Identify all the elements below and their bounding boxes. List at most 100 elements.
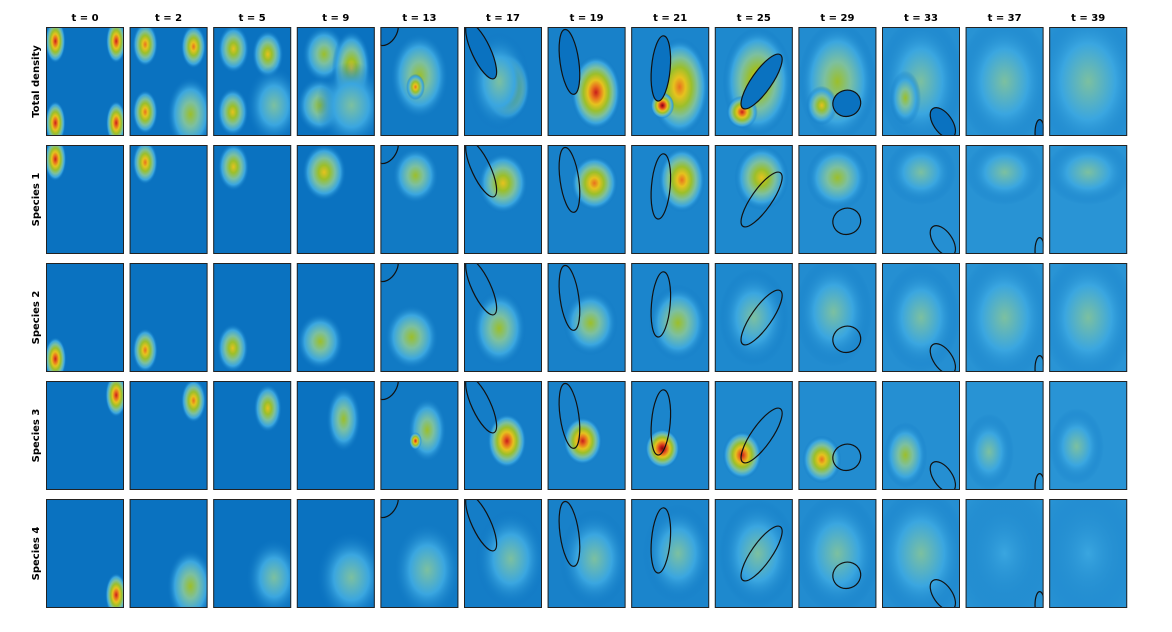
panel-r2-c1 (129, 263, 208, 372)
obstacle-ellipse (1034, 119, 1044, 136)
panel-r2-c2 (213, 263, 292, 372)
panel-frame (213, 145, 292, 254)
obstacle-ellipse (558, 28, 581, 95)
panel-r3-c5 (464, 381, 542, 490)
panel-r1-c0 (46, 145, 124, 254)
panel-frame (464, 27, 542, 136)
density-blob (965, 145, 1044, 205)
panel-frame (547, 27, 626, 136)
obstacle-ellipse (465, 263, 498, 316)
panel-r0-c10 (882, 27, 960, 136)
panel-r3-c7 (631, 381, 710, 490)
density-blob (384, 304, 439, 370)
density-blob (806, 145, 869, 211)
obstacle-ellipse (380, 381, 399, 401)
obstacle-ellipse (832, 89, 862, 118)
obstacle-ellipse (650, 507, 672, 574)
density-blob (392, 520, 459, 608)
column-title-4: t = 13 (402, 13, 436, 24)
panel-frame (882, 381, 960, 490)
density-blob (885, 145, 957, 205)
panel-frame (296, 499, 375, 608)
density-blob (642, 504, 710, 603)
panel-frame (1049, 381, 1128, 490)
panel-r0-c5 (464, 27, 542, 136)
panel-r1-c4 (380, 145, 459, 254)
obstacle-ellipse (740, 289, 783, 346)
density-blob (1049, 145, 1128, 205)
density-blob (326, 386, 361, 452)
panel-r3-c1 (129, 381, 208, 490)
density-blob (181, 381, 207, 423)
obstacle-ellipse (740, 407, 783, 464)
panel-frame (547, 381, 626, 490)
panel-frame (213, 499, 292, 608)
panel-r1-c10 (882, 145, 960, 254)
panel-r3-c11 (965, 381, 1044, 490)
panel-r0-c9 (798, 27, 877, 136)
panel-frame (46, 145, 124, 254)
obstacle-ellipse (929, 225, 957, 254)
density-blob (167, 77, 208, 136)
panel-frame (213, 381, 292, 490)
density-blob (734, 145, 789, 211)
obstacle-ellipse (558, 382, 581, 449)
density-blob (407, 397, 447, 463)
panel-r3-c4 (380, 381, 459, 490)
density-blob (798, 27, 877, 136)
panel-r1-c11 (965, 145, 1044, 254)
column-title-9: t = 29 (820, 13, 854, 24)
panel-r2-c12 (1049, 263, 1128, 372)
row-title-0: Total density (31, 45, 42, 118)
column-titles: t = 0 t = 2 t = 5 t = 9 t = 13 t = 17 t = 19 t … (71, 13, 1105, 24)
density-blob (487, 413, 527, 469)
panel-r2-c10 (882, 263, 960, 372)
obstacle-ellipse (832, 325, 862, 354)
density-blob (648, 284, 708, 362)
panel-r1-c12 (1049, 145, 1128, 254)
density-blob (718, 268, 789, 367)
panel-r4-c2 (213, 499, 292, 608)
density-blob (302, 145, 346, 201)
density-blob (1049, 27, 1128, 136)
panel-r4-c6 (547, 499, 626, 608)
density-blob (392, 147, 439, 204)
row-title-1: Species 1 (31, 173, 42, 227)
column-title-11: t = 37 (988, 13, 1022, 24)
panel-frame (129, 145, 208, 254)
panel-r0-c0 (46, 27, 124, 136)
column-title-5: t = 17 (486, 13, 520, 24)
obstacle-ellipse (740, 171, 783, 228)
panel-frame (380, 145, 459, 254)
density-blob (105, 381, 124, 417)
panel-r4-c12 (1049, 499, 1128, 608)
column-title-0: t = 0 (71, 13, 98, 24)
density-blob (559, 509, 626, 608)
panel-r4-c8 (714, 499, 793, 608)
panel-frame (714, 499, 793, 608)
density-blob (471, 290, 527, 367)
obstacle-ellipse (1034, 473, 1044, 490)
density-blob (106, 101, 124, 136)
panel-r4-c0 (46, 499, 124, 608)
panel-r1-c9 (798, 145, 877, 254)
panel-r1-c2 (213, 145, 292, 254)
panel-r1-c6 (547, 145, 626, 254)
obstacle-ellipse (650, 271, 672, 338)
density-blob (217, 88, 249, 136)
panel-r0-c4 (380, 27, 459, 136)
density-blob (965, 263, 1044, 372)
panel-frame (965, 499, 1044, 608)
obstacle-ellipse (465, 381, 498, 434)
panel-frame (380, 499, 459, 608)
density-blob (1049, 499, 1128, 608)
panel-r3-c0 (46, 381, 124, 490)
panel-frame (631, 499, 710, 608)
column-title-12: t = 39 (1071, 13, 1105, 24)
panel-frame (46, 263, 124, 372)
density-blob (132, 145, 158, 185)
density-blob (563, 416, 603, 465)
panel-r3-c3 (296, 381, 375, 490)
density-blob (46, 337, 67, 372)
